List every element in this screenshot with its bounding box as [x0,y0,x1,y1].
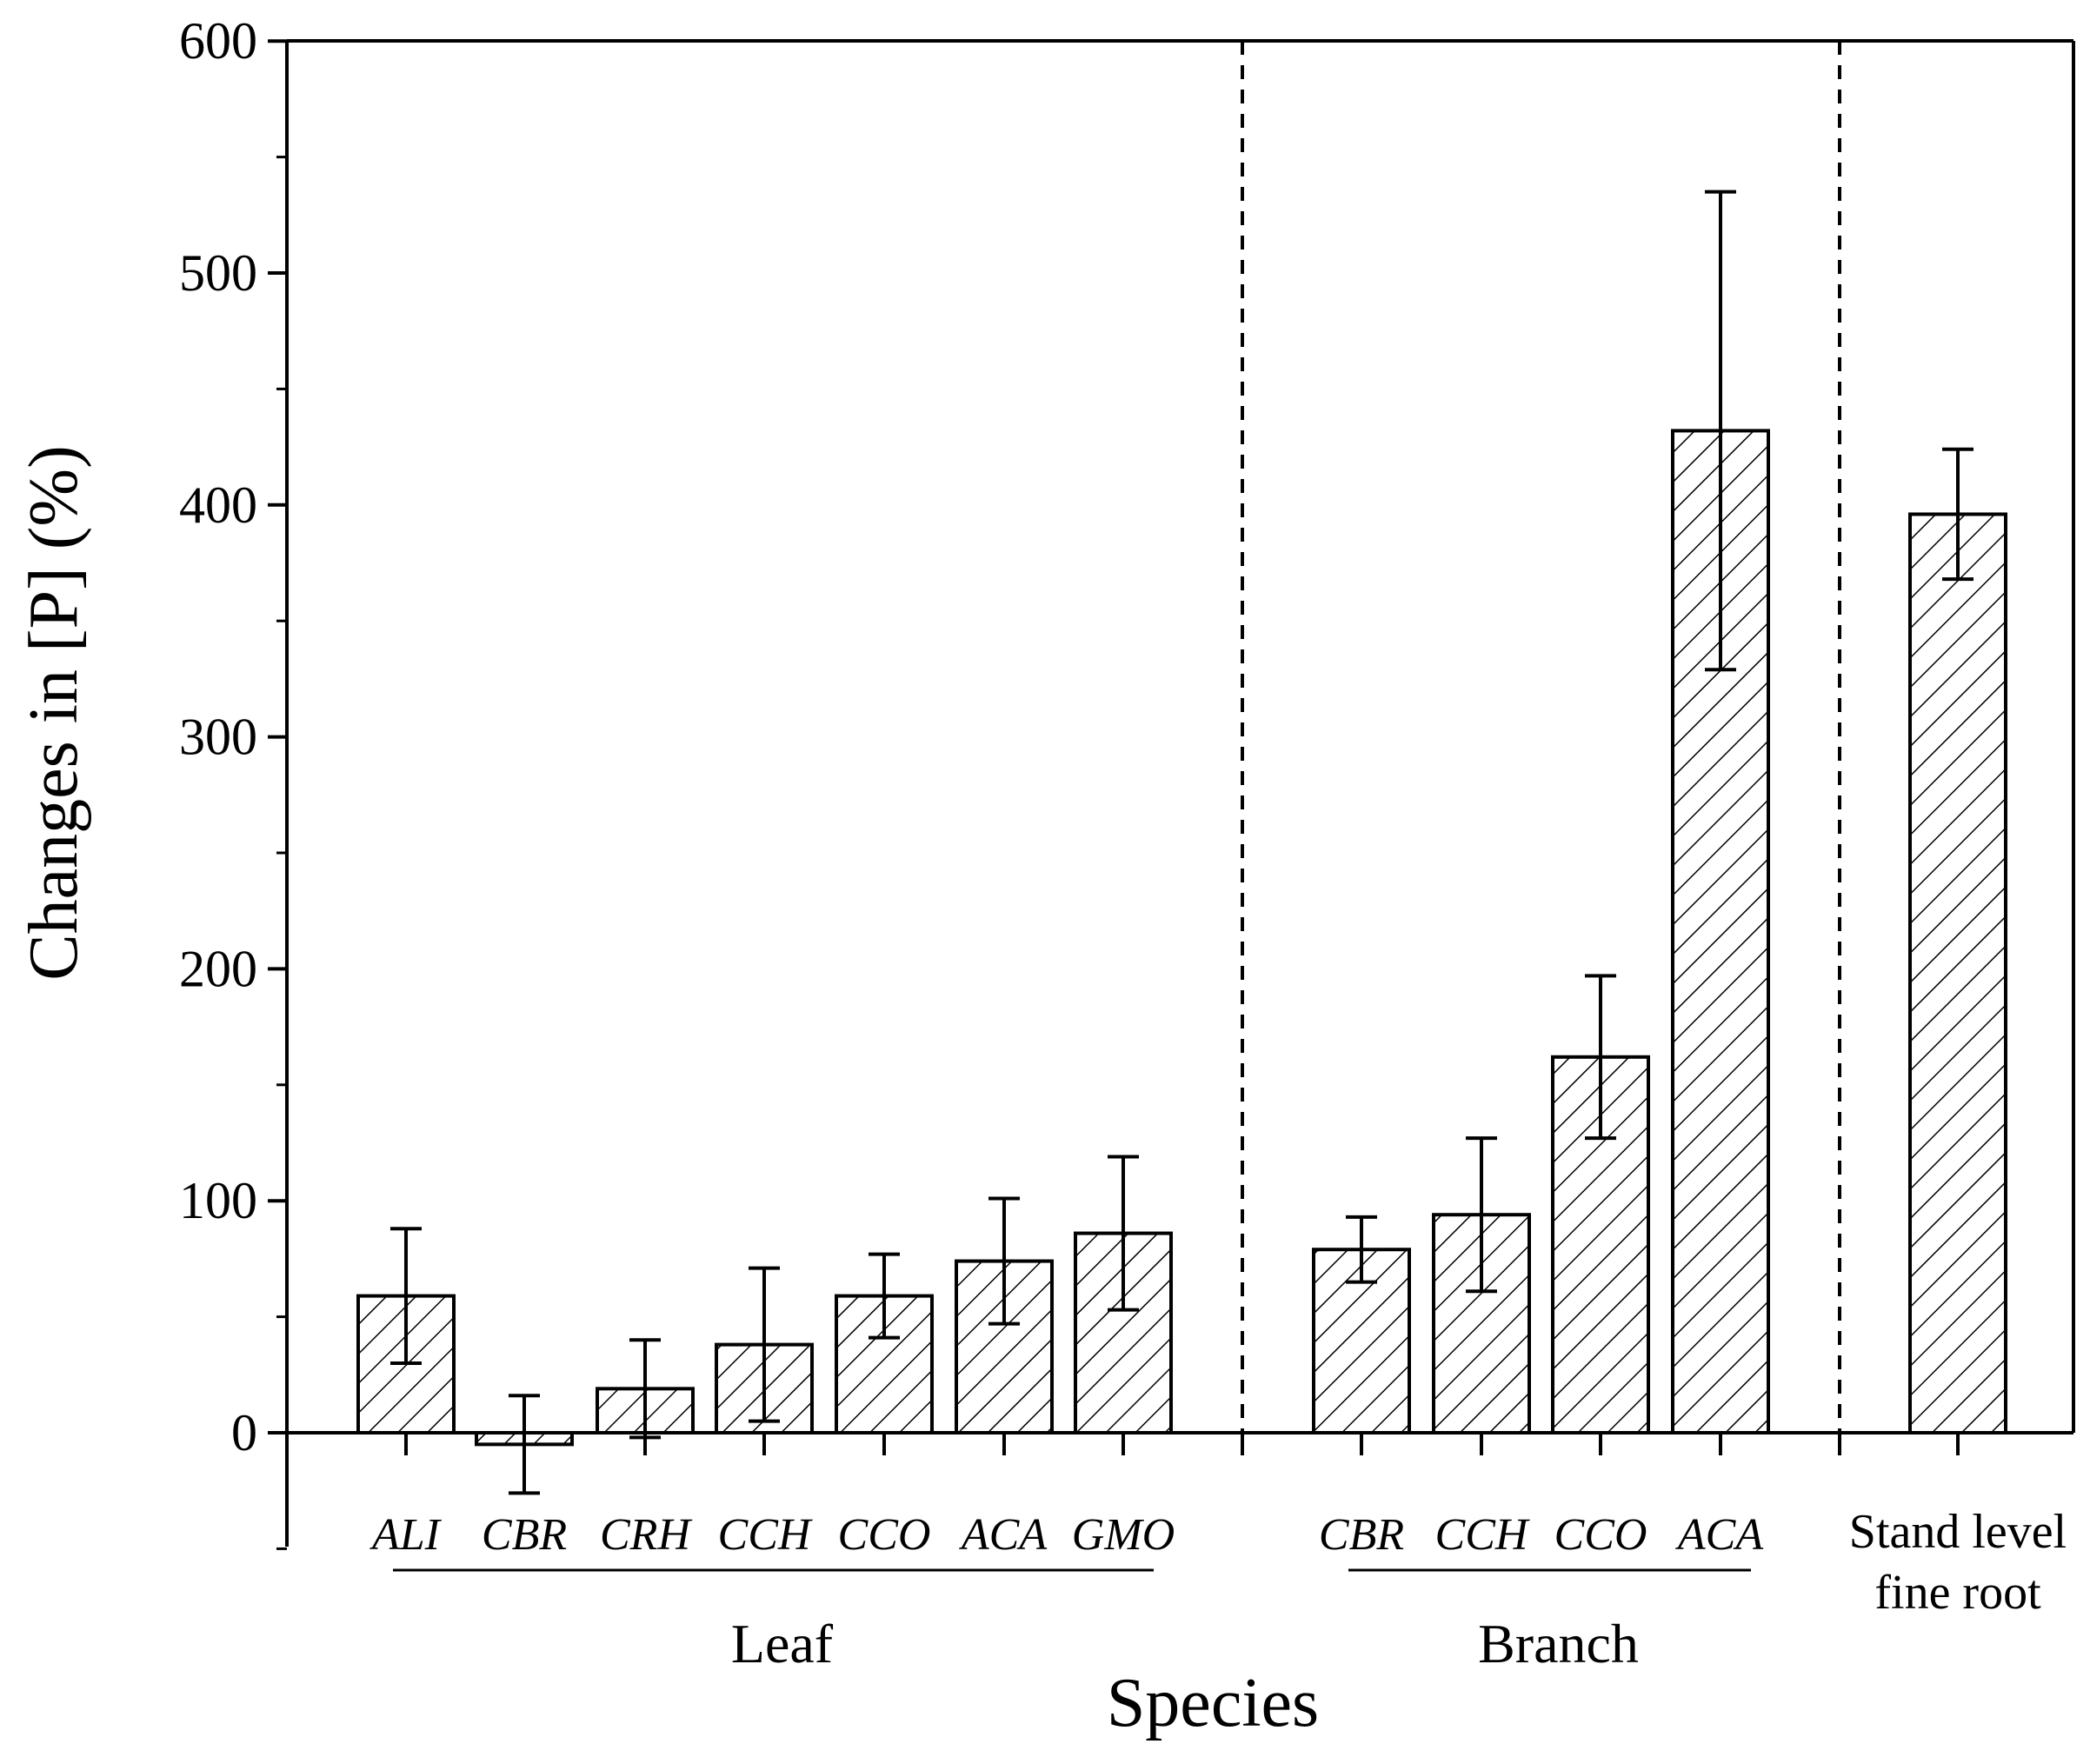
category-label: ALI [369,1510,443,1560]
group-separators [1241,41,1841,1433]
category-label: CBR [482,1510,567,1560]
category-label: GMO [1072,1510,1175,1560]
category-label: CCO [1554,1510,1647,1560]
y-tick-label: 600 [179,12,257,70]
bar [1908,512,2007,1434]
y-tick-label: 0 [231,1404,257,1461]
group-label: Branch [1478,1613,1639,1674]
y-tick-label: 200 [179,940,257,997]
category-label: fine root [1874,1566,2041,1620]
category-label: CCO [838,1510,931,1560]
category-label: ACA [959,1510,1047,1560]
category-label: CRH [600,1510,692,1560]
category-labels: ALI CBR CRH CCH CCO ACA GMO CBR CCH CCO ACA Stand l… [369,1505,2067,1620]
category-label: Stand level [1849,1505,2067,1559]
plot-frame [285,39,2075,1547]
bars [356,429,2007,1447]
group-labels: Leaf Branch [731,1613,1639,1674]
y-tick-label: 100 [179,1172,257,1229]
y-axis-title: Changes in [P] (%) [16,445,92,980]
y-tick-label: 300 [179,709,257,766]
category-label: ACA [1675,1510,1763,1560]
category-label: CBR [1319,1510,1404,1560]
y-tick-label: 400 [179,476,257,534]
x-axis-title: Species [1107,1665,1319,1741]
group-label: Leaf [731,1613,834,1674]
y-tick-label: 500 [179,244,257,302]
category-label: CCH [1435,1510,1530,1560]
error-bars [390,190,1974,1495]
category-label: CCH [718,1510,813,1560]
y-axis-ticks: 0 100 200 300 400 500 600 [179,12,287,1550]
x-axis-ticks [404,1433,1960,1455]
